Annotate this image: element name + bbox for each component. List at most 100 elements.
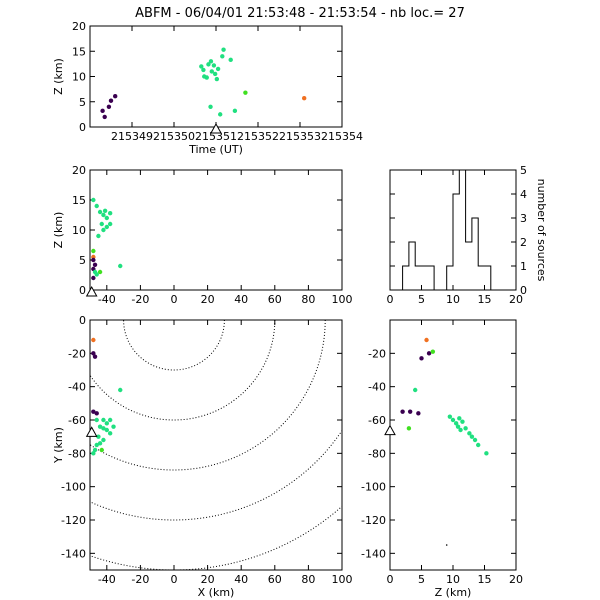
z-y-point [457, 416, 462, 421]
x_y-ytick-label: -120 [61, 514, 86, 527]
x_y-xtick-label: -40 [98, 573, 116, 586]
x_y-ytick-label: -20 [68, 347, 86, 360]
x_y-xtick-label: 60 [268, 573, 282, 586]
histogram-ytick-label: 3 [520, 212, 527, 225]
histogram-ytick-label: 5 [520, 164, 527, 177]
z-y-point [467, 431, 472, 436]
x-z-point [104, 215, 110, 221]
x-z-point [101, 212, 106, 218]
x-y-point [91, 409, 96, 414]
x_z-ytick-label: 0 [79, 284, 86, 297]
x_z-xtick-label: 20 [201, 293, 215, 306]
time-z-point [228, 57, 233, 63]
x-z-point [97, 209, 103, 215]
z-y-point [472, 437, 478, 443]
time-z-point [214, 76, 220, 82]
z-y-point [430, 349, 436, 354]
x-y-point [97, 441, 103, 446]
x_y-xtick-label: 80 [301, 573, 315, 586]
histogram-ytick-label: 1 [520, 260, 527, 273]
time_z-xtick-label: 215352 [237, 130, 279, 143]
histogram-xtick-label: 20 [509, 293, 523, 306]
histogram-ylabel: number of sources [535, 179, 548, 282]
time_z-ylabel: Z (km) [52, 58, 65, 95]
range-rings [90, 320, 342, 570]
x_y-ytick-label: -80 [68, 447, 86, 460]
time_z-xtick-label: 215350 [153, 130, 195, 143]
z_y-xtick-label: 10 [446, 573, 460, 586]
x_y-ytick-label: -100 [61, 481, 86, 494]
z-y-point [460, 419, 465, 424]
time_z-frame [89, 25, 343, 128]
x-y-point [104, 421, 110, 426]
x-z-point [96, 233, 101, 239]
x-z-point [101, 227, 106, 233]
x_y-xtick-label: 20 [201, 573, 215, 586]
time-z-point [232, 108, 238, 114]
z_y-xtick-label: 20 [509, 573, 523, 586]
x_z-frame [89, 169, 343, 291]
x_y-ytick-label: -140 [61, 547, 86, 560]
z-y-point [419, 356, 424, 361]
x-y-point [91, 337, 96, 343]
time-z-point [199, 64, 204, 69]
x-z-point [91, 197, 96, 203]
z_y-ytick-label: -120 [361, 514, 386, 527]
z_y-ytick-label: -100 [361, 481, 386, 494]
histogram-ytick-label: 2 [520, 236, 527, 249]
time-z-point [302, 96, 307, 101]
x-z-point [91, 257, 96, 263]
z-y-point [426, 351, 432, 356]
x_y-ytick-label: -60 [68, 414, 86, 427]
x-y-station-marker [85, 426, 98, 437]
z_y-ytick-label: -60 [368, 414, 386, 427]
x_y-xlabel: X (km) [198, 586, 235, 599]
histogram-xtick-label: 10 [446, 293, 460, 306]
z-y-point [450, 417, 456, 423]
histogram-ytick-label: 0 [520, 284, 527, 297]
histogram-xtick-label: 0 [387, 293, 394, 306]
x-y-point [101, 426, 106, 431]
z_y-ytick-label: -20 [368, 347, 386, 360]
x-y-point [92, 354, 98, 359]
x-y-point [101, 417, 106, 423]
z-y-point [453, 421, 459, 426]
x-z-point [118, 263, 123, 269]
x-y-point [91, 351, 96, 356]
x_y-xtick-label: 100 [332, 573, 353, 586]
x-y-point [94, 417, 99, 423]
x_z-xtick-label: 60 [268, 293, 282, 306]
x_z-ytick-label: 20 [72, 164, 86, 177]
time-z-point [102, 114, 107, 120]
x-z-point [102, 208, 108, 213]
time_z-xtick-label: 215349 [111, 130, 153, 143]
z-y-point [445, 544, 448, 546]
time_z-ytick-label: 20 [72, 20, 86, 33]
time_z-xtick-label: 215354 [321, 130, 363, 143]
time_z-ytick-label: 0 [79, 121, 86, 134]
time_z-ytick-label: 10 [72, 71, 86, 84]
x-z-point [107, 211, 113, 216]
x_y-ytick-label: 0 [79, 314, 86, 327]
x-z-point [99, 221, 104, 227]
x_z-xtick-label: -20 [131, 293, 149, 306]
plot-panels: 215349 215350 215351 215352 215353 2153540510… [52, 20, 548, 599]
histogram-steps [390, 169, 516, 291]
x-y-point [94, 442, 99, 448]
time-z-point [218, 112, 223, 117]
x-y-point [118, 387, 123, 393]
time-z-point [206, 62, 211, 67]
histogram-ytick-label: 4 [520, 188, 527, 201]
time-z-point [212, 71, 218, 77]
x-y-point [101, 437, 106, 443]
x-z-point [107, 221, 113, 227]
x-y-point [97, 424, 103, 429]
z-y-point [424, 337, 429, 343]
range-ring [90, 429, 342, 521]
z_y-frame [389, 319, 517, 571]
x_z-ytick-label: 5 [79, 254, 86, 267]
histogram-xtick-label: 15 [478, 293, 492, 306]
z_y-xtick-label: 0 [387, 573, 394, 586]
z-y-point [484, 451, 489, 456]
time-z-point [243, 90, 248, 95]
